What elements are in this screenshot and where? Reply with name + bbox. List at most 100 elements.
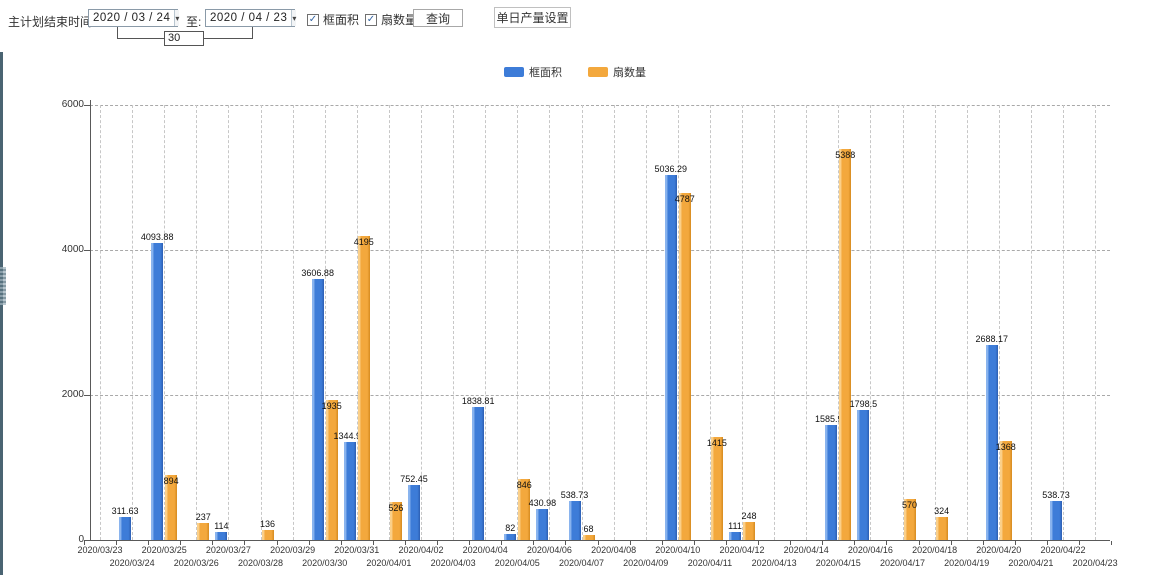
bar-value-label: 1838.81 (461, 395, 495, 406)
bar-value-label: 846 (516, 479, 532, 490)
x-axis-tick (822, 541, 824, 545)
bar-value-label: 570 (901, 499, 918, 510)
bar-value-label: 752.45 (400, 474, 428, 485)
x-axis-label: 2020/04/09 (623, 558, 669, 568)
bar-sash-count (261, 530, 274, 540)
date-from-dropdown-button[interactable]: ▾ (174, 10, 180, 26)
bar-frame-area (857, 409, 870, 540)
bar-sash-count (839, 149, 852, 540)
splitter-grip-icon[interactable] (0, 267, 6, 305)
bar-value-label: 1368 (995, 441, 1016, 452)
left-splitter-handle[interactable] (0, 0, 6, 575)
sash-count-checkbox[interactable]: ✓ 扇数量 (365, 11, 417, 28)
date-to-dropdown-button[interactable]: ▾ (291, 10, 297, 26)
x-axis-tick (308, 541, 310, 545)
checkbox-check-icon[interactable]: ✓ (365, 13, 377, 26)
x-axis-label: 2020/04/21 (1008, 558, 1054, 568)
date-from-value: 2020 / 03 / 24 (93, 12, 171, 24)
checkbox-check-icon[interactable]: ✓ (307, 13, 319, 26)
gridline-vertical (998, 105, 1000, 540)
bar-frame-area (536, 508, 549, 540)
x-axis-tick (501, 541, 503, 545)
bar-frame-area (664, 174, 677, 540)
legend-label: 扇数量 (613, 67, 646, 79)
bar-value-label: 3606.88 (301, 267, 334, 278)
daily-output-settings-button[interactable]: 单日产量设置 (494, 7, 571, 28)
gridline-vertical (421, 105, 422, 540)
legend-swatch-orange (588, 67, 608, 77)
bar-value-label: 1415 (706, 438, 727, 449)
frame-area-checkbox[interactable]: ✓ 框面积 (307, 11, 359, 28)
y-axis-label: 2000 (61, 389, 84, 400)
bar-frame-area (568, 500, 581, 540)
x-axis-label: 2020/03/30 (302, 558, 348, 568)
bar-value-label: 5388 (835, 150, 856, 161)
x-axis-label: 2020/04/14 (783, 545, 829, 555)
x-axis-tick (148, 541, 150, 545)
gridline-vertical (196, 105, 198, 540)
x-axis-label: 2020/04/19 (944, 558, 990, 568)
date-to-value: 2020 / 04 / 23 (210, 12, 288, 24)
bar-chart: 0 2000 4000 6000 2020/03/23 2020/03/24 311.63 2… (0, 90, 1150, 575)
bar-value-label: 2688.17 (975, 334, 1009, 345)
x-axis-label: 2020/04/22 (1040, 545, 1086, 555)
date-from-picker[interactable]: 2020 / 03 / 24 ▾ (88, 9, 180, 27)
x-axis-label: 2020/03/27 (205, 545, 251, 555)
x-axis-tick (790, 541, 792, 545)
connector-line (204, 38, 252, 39)
gridline-vertical (870, 105, 872, 540)
bar-frame-area (472, 406, 485, 540)
x-axis-tick (661, 541, 663, 545)
bar-value-label: 237 (195, 511, 211, 522)
x-axis-tick (340, 541, 342, 545)
x-axis-tick (276, 541, 278, 545)
bar-value-label: 430.98 (528, 497, 557, 508)
gridline-vertical (549, 105, 551, 540)
x-axis-label: 2020/04/02 (398, 545, 444, 555)
x-axis-label: 2020/04/05 (494, 558, 540, 568)
bar-value-label: 538.73 (560, 489, 589, 500)
chevron-down-icon: ▾ (175, 13, 180, 23)
x-axis-label: 2020/04/06 (526, 545, 572, 555)
y-axis-tick (84, 250, 90, 251)
bar-value-label: 136 (259, 519, 276, 530)
bar-sash-count (165, 475, 178, 540)
x-axis-tick (918, 541, 920, 545)
bar-value-label: 114 (214, 520, 229, 531)
x-axis-tick (1046, 541, 1048, 545)
days-between-input[interactable]: 30 (164, 31, 204, 46)
to-label: 至: (186, 15, 202, 29)
gridline-vertical (485, 105, 487, 540)
bar-frame-area (985, 345, 998, 540)
x-axis-label: 2020/03/24 (109, 558, 155, 568)
gridline-vertical (228, 105, 230, 540)
x-axis-label: 2020/04/16 (847, 545, 893, 555)
gridline-vertical (902, 105, 904, 540)
legend-label: 框面积 (529, 67, 562, 79)
bar-value-label: 4093.88 (140, 232, 174, 243)
gridline-vertical (388, 105, 390, 540)
x-axis-tick (758, 541, 760, 545)
gridline-vertical (1030, 105, 1032, 540)
date-to-picker[interactable]: 2020 / 04 / 23 ▾ (205, 9, 297, 27)
gridline-vertical (806, 105, 808, 540)
bar-value-label: 4195 (353, 236, 374, 247)
frame-area-checkbox-label: 框面积 (323, 13, 360, 27)
y-axis-line (90, 100, 91, 540)
x-axis-label: 2020/04/20 (976, 545, 1022, 555)
gridline-vertical (100, 105, 101, 540)
gridline-horizontal (90, 105, 1110, 106)
bar-frame-area (504, 534, 517, 540)
x-axis-tick (116, 541, 118, 545)
x-axis-tick (1014, 541, 1016, 545)
gridline-vertical (838, 105, 840, 540)
x-axis-label: 2020/04/07 (558, 558, 605, 568)
bar-value-label: 1798.5 (849, 398, 878, 409)
sash-count-checkbox-label: 扇数量 (381, 13, 418, 27)
bar-sash-count (743, 522, 755, 540)
query-button[interactable]: 查询 (413, 9, 463, 27)
x-axis-label: 2020/04/23 (1072, 558, 1118, 568)
x-axis-tick (1079, 541, 1081, 545)
bar-sash-count (197, 522, 210, 540)
bar-value-label: 538.73 (1042, 489, 1070, 500)
